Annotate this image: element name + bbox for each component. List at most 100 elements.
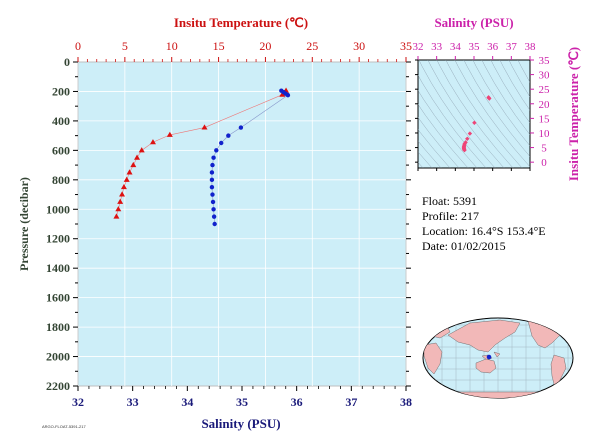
temperature-connector xyxy=(116,90,287,217)
ts-salinity-tick-label: 37 xyxy=(506,41,518,53)
salinity-tick-label: 38 xyxy=(400,395,412,409)
salinity-point xyxy=(214,148,219,153)
density-contour xyxy=(418,104,469,168)
density-contour xyxy=(508,60,530,98)
profile-number: Profile: 217 xyxy=(422,209,479,223)
ts-temperature-tick-label: 20 xyxy=(539,99,551,111)
temperature-tick-label: 20 xyxy=(259,39,271,53)
ts-salinity-tick-label: 34 xyxy=(450,41,462,53)
temperature-point xyxy=(119,191,126,197)
ts-point xyxy=(462,147,467,153)
density-contour xyxy=(517,60,530,83)
ts-salinity-tick-label: 35 xyxy=(469,41,481,53)
ts-salinity-tick-label: 32 xyxy=(413,41,424,53)
temperature-point xyxy=(279,91,286,97)
pressure-tick-label: 1400 xyxy=(46,261,70,275)
salinity-tick-label: 34 xyxy=(181,395,193,409)
temperature-point xyxy=(134,154,141,160)
pressure-tick-label: 1200 xyxy=(46,232,70,246)
ts-salinity-tick-label: 33 xyxy=(431,41,443,53)
pressure-tick-label: 1600 xyxy=(46,291,70,305)
ts-axis-ticks xyxy=(415,56,534,171)
density-contour xyxy=(418,74,487,168)
temperature-point xyxy=(138,147,145,153)
salinity-tick-label: 36 xyxy=(291,395,303,409)
salinity-tick-label: 37 xyxy=(345,395,357,409)
map-float-marker xyxy=(486,354,492,360)
density-contour xyxy=(418,162,424,168)
salinity-tick-label: 35 xyxy=(236,395,248,409)
salinity-point xyxy=(211,214,217,219)
temperature-point xyxy=(149,139,156,145)
temperature-point xyxy=(117,198,124,204)
temperature-point xyxy=(126,169,133,175)
density-contour xyxy=(454,60,530,168)
salinity-point xyxy=(238,125,244,130)
float-info: Float: 5391 Profile: 217 Location: 16.4°… xyxy=(422,194,546,253)
main-plot-background xyxy=(77,61,407,387)
pressure-tick-label: 2200 xyxy=(46,379,70,393)
land-africa xyxy=(423,342,443,375)
salinity-point xyxy=(210,199,216,205)
density-contour xyxy=(418,129,451,168)
ts-plot-background xyxy=(417,59,531,169)
pressure-tick-label: 600 xyxy=(52,143,70,157)
location: Location: 16.4°S 153.4°E xyxy=(422,224,546,238)
salinity-point xyxy=(211,207,216,212)
density-contour xyxy=(418,140,442,168)
ts-temperature-tick-label: 5 xyxy=(541,143,547,155)
density-contour xyxy=(436,60,514,168)
pressure-tick-label: 1000 xyxy=(46,202,70,216)
salinity-tick-labels: 32 33 34 35 36 37 38 xyxy=(72,395,412,409)
salinity-point xyxy=(210,192,215,197)
temperature-tick-label: 25 xyxy=(306,39,318,53)
temperature-point xyxy=(120,183,127,190)
temperature-point xyxy=(123,176,130,182)
land-maritime-sea xyxy=(481,351,501,361)
ts-point xyxy=(472,120,477,125)
salinity-point xyxy=(209,170,215,175)
pressure-tick-label: 2000 xyxy=(46,350,70,364)
density-contour xyxy=(472,60,530,147)
date: Date: 01/02/2015 xyxy=(422,239,506,253)
float-location-marker xyxy=(486,354,492,360)
salinity-point xyxy=(226,133,231,138)
ts-temperature-axis-title: Insitu Temperature (℃) xyxy=(566,47,581,181)
temperature-point xyxy=(113,213,120,219)
pressure-axis-title: Pressure (decibar) xyxy=(17,177,31,271)
ts-point xyxy=(487,96,492,101)
temperature-tick-labels: 0 5 10 15 20 25 30 35 xyxy=(75,39,412,53)
salinity-tick-label: 32 xyxy=(72,395,84,409)
location-map xyxy=(422,317,574,399)
ts-diagram: Salinity (PSU) Insitu Temperature (℃) 32… xyxy=(413,15,582,181)
land-australia xyxy=(475,358,497,374)
ts-salinity-axis-title: Salinity (PSU) xyxy=(434,15,513,30)
main-profile-chart: Insitu Temperature (℃) Salinity (PSU) Pr… xyxy=(17,15,412,431)
salinity-point xyxy=(209,177,215,183)
land-antarctica xyxy=(429,391,566,398)
main-axis-ticks xyxy=(73,57,411,391)
temperature-point xyxy=(166,131,173,137)
density-contour xyxy=(463,60,530,157)
density-contour xyxy=(418,117,460,168)
pressure-tick-label: 0 xyxy=(64,55,70,69)
ts-temperature-tick-label: 10 xyxy=(539,128,551,140)
land-asia xyxy=(447,319,521,353)
temperature-series xyxy=(113,87,290,219)
salinity-point xyxy=(285,92,291,98)
ts-salinity-tick-label: 36 xyxy=(487,41,499,53)
pressure-tick-labels: 0 200 400 600 800 1000 1200 1400 1600 1800 2000 220… xyxy=(46,55,70,393)
pressure-tick-label: 400 xyxy=(52,114,70,128)
ts-salinity-tick-labels: 32 33 34 35 36 37 38 xyxy=(413,41,537,53)
density-contour xyxy=(418,60,496,168)
temperature-tick-label: 30 xyxy=(353,39,365,53)
temperature-tick-label: 5 xyxy=(122,39,128,53)
density-contour xyxy=(445,60,523,168)
temperature-tick-label: 15 xyxy=(213,39,225,53)
ts-temperature-tick-label: 30 xyxy=(539,70,551,82)
salinity-point xyxy=(211,155,216,160)
density-contour xyxy=(418,151,433,168)
ts-temperature-tick-label: 25 xyxy=(539,84,551,96)
temperature-point xyxy=(201,124,208,130)
float-id: Float: 5391 xyxy=(422,194,477,208)
